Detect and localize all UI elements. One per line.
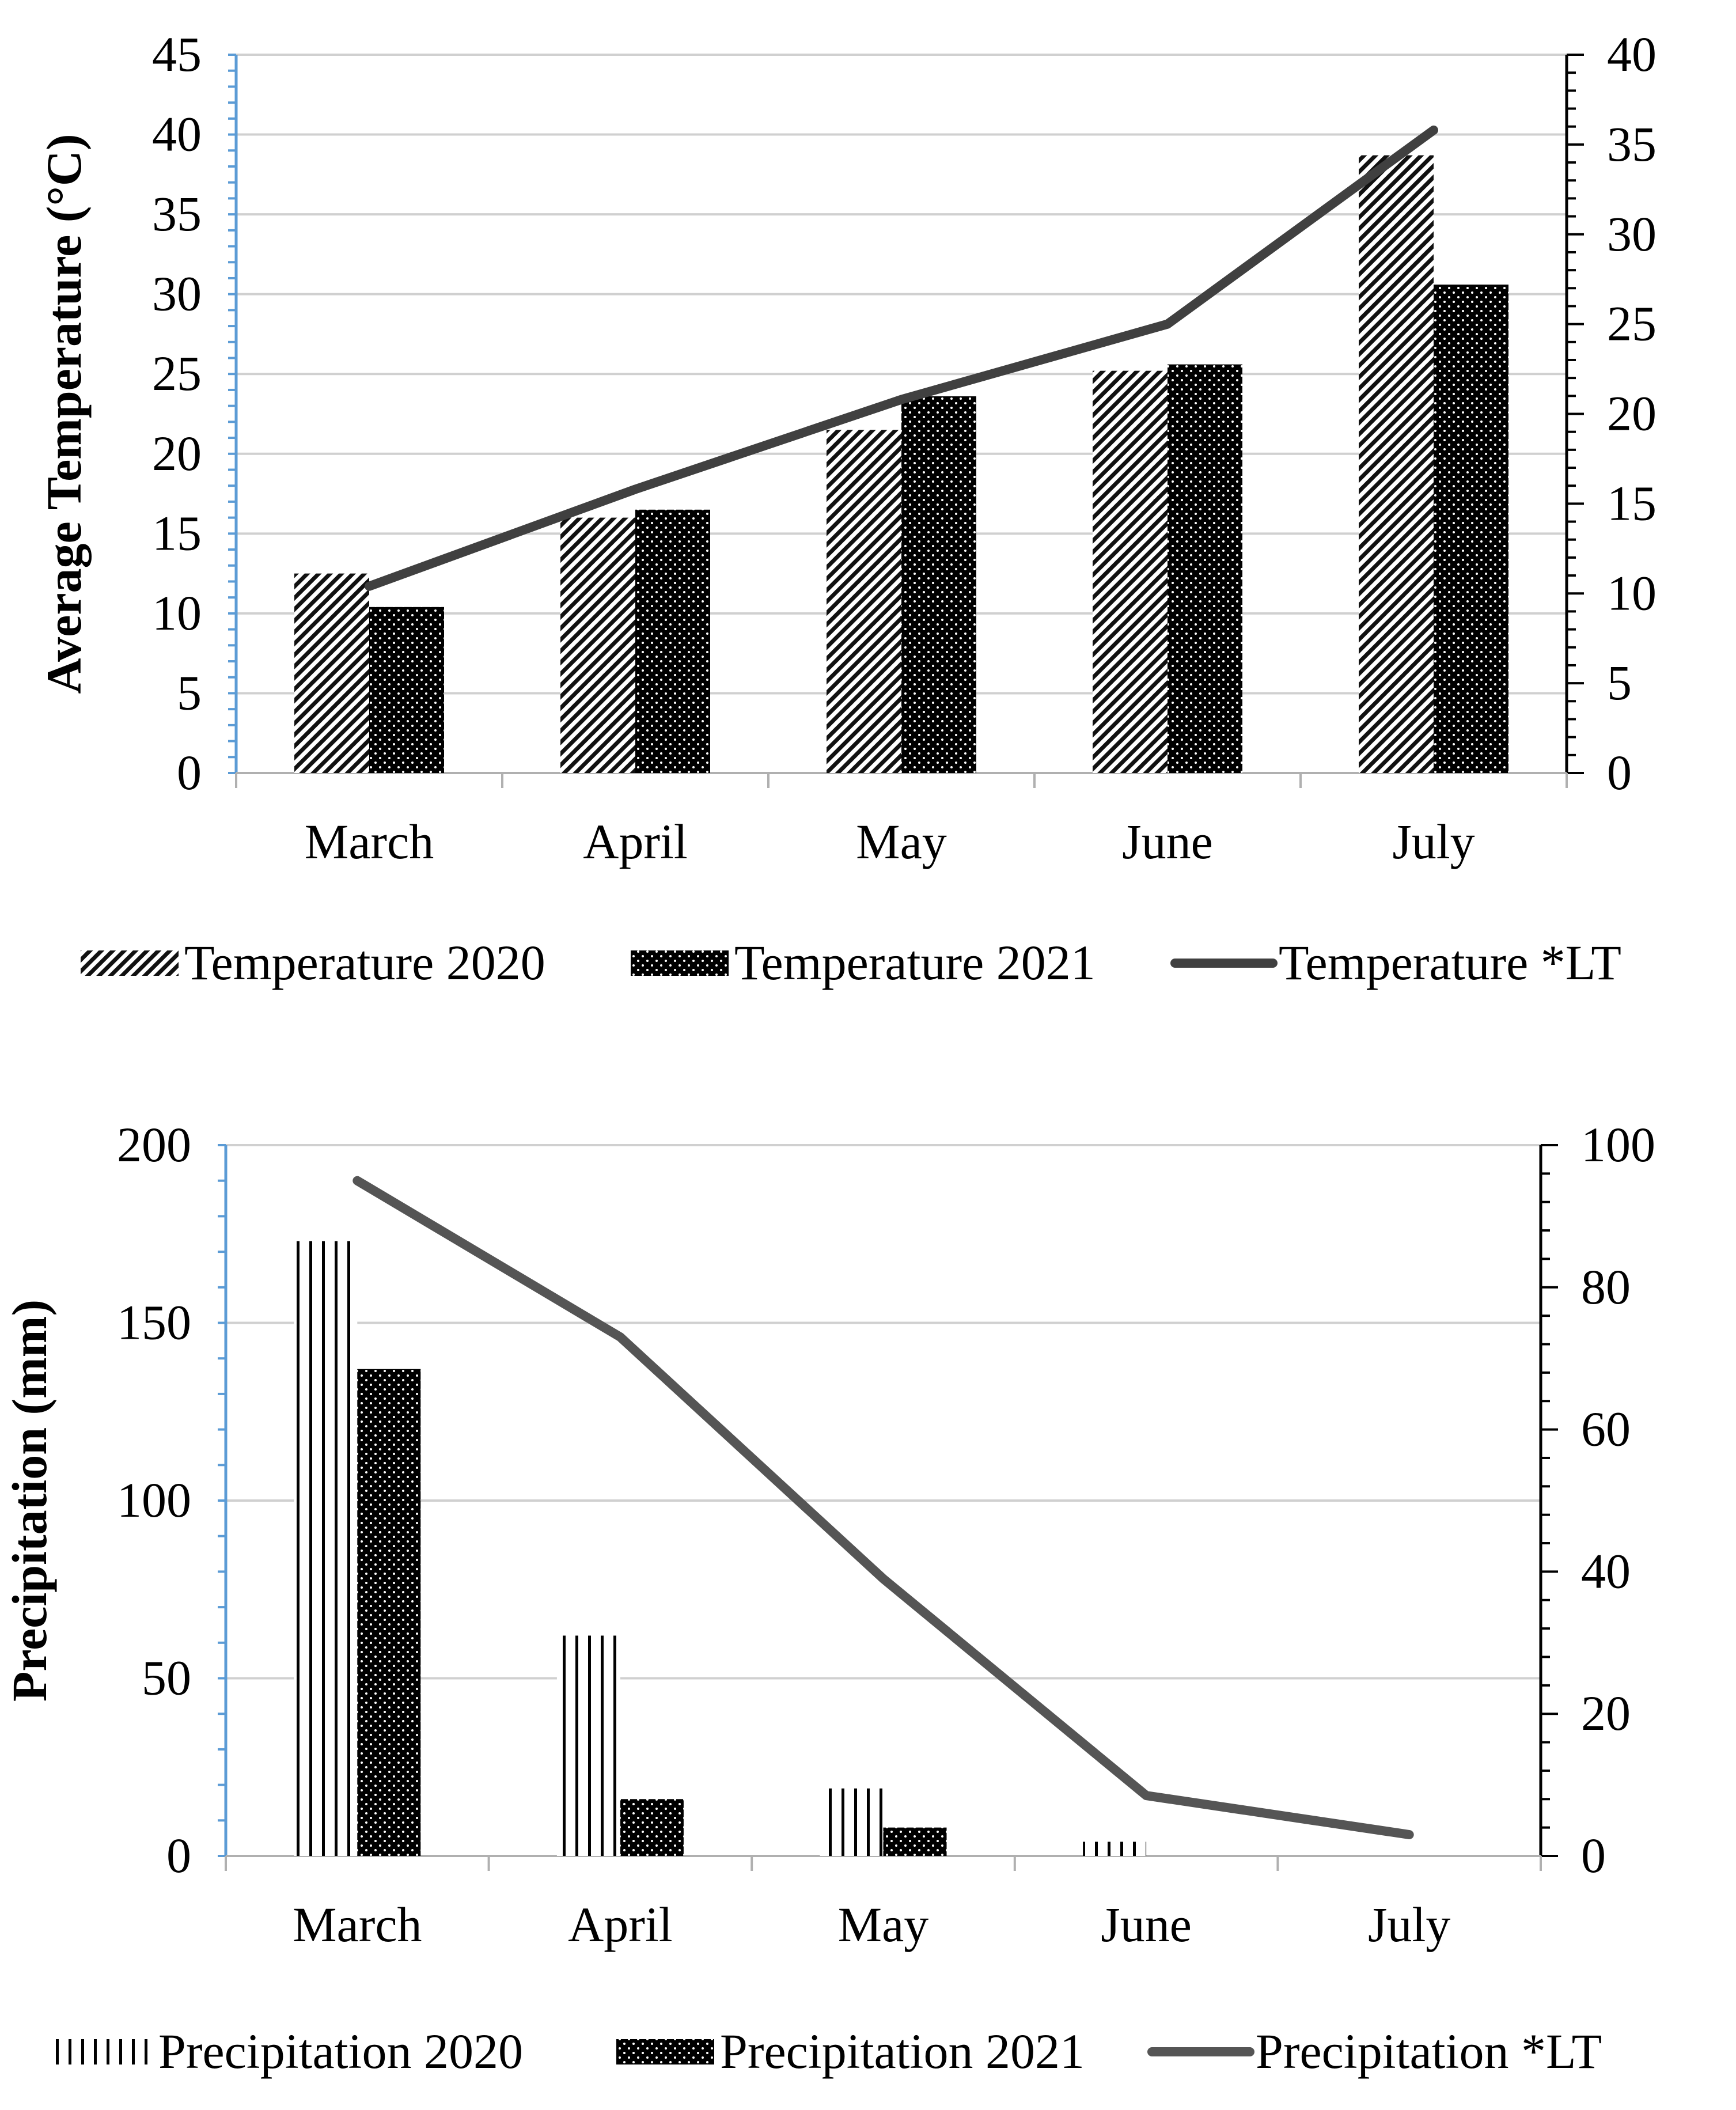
bar-temperature-2021 — [635, 509, 710, 773]
y-tick-label: 200 — [117, 1117, 191, 1172]
bar-precipitation-2021 — [620, 1799, 684, 1856]
legend-label: Precipitation *LT — [1256, 2024, 1602, 2079]
y2-tick-label: 25 — [1607, 296, 1657, 351]
precipitation-chart: 0 50 100 150 200 0 20 40 60 80 100 March April May Jun… — [2, 1117, 1655, 2079]
legend-label: Precipitation 2020 — [158, 2024, 523, 2079]
series-line — [352, 1176, 1414, 1839]
legend-label: Temperature *LT — [1279, 935, 1621, 990]
bar-precipitation-2021 — [883, 1827, 947, 1856]
y2-tick-label: 0 — [1581, 1828, 1606, 1883]
y2-tick-label: 40 — [1607, 26, 1657, 82]
bar-precipitation-2020 — [556, 1635, 620, 1856]
y-tick-label: 0 — [166, 1828, 191, 1883]
y-tick-label: 30 — [152, 266, 202, 321]
bar-precipitation-2020 — [1083, 1842, 1147, 1856]
legend-label: Precipitation 2021 — [720, 2024, 1085, 2079]
x-tick-label: June — [1122, 814, 1213, 869]
bar-temperature-2020 — [1093, 370, 1168, 773]
bar-temperature-2020 — [1359, 155, 1434, 774]
x-tick-label: July — [1392, 814, 1475, 869]
y-tick-label: 45 — [152, 26, 202, 82]
y-tick-label: 15 — [152, 505, 202, 560]
y-tick-label: 35 — [152, 186, 202, 241]
y2-tick-label: 30 — [1607, 206, 1657, 262]
bar-temperature-2021 — [1168, 364, 1242, 773]
y-tick-label: 100 — [117, 1472, 191, 1528]
bar-precipitation-2021 — [357, 1369, 421, 1856]
y2-tick-label: 10 — [1607, 565, 1657, 620]
y-axis-label: Average Temperature (°C) — [36, 134, 92, 694]
y2-tick-label: 20 — [1607, 386, 1657, 441]
legend-swatch — [55, 2039, 153, 2064]
bar-precipitation-2020 — [820, 1788, 884, 1856]
temperature-chart: 0 5 10 15 20 25 30 35 40 45 0 5 10 15 20 25 30 35 40 March A… — [36, 26, 1657, 990]
x-tick-label: April — [568, 1897, 673, 1952]
y-tick-label: 25 — [152, 346, 202, 401]
legend-swatch — [616, 2039, 714, 2064]
y-tick-label: 10 — [152, 585, 202, 641]
y2-tick-label: 5 — [1607, 655, 1632, 710]
y-tick-label: 40 — [152, 107, 202, 162]
y-tick-label: 150 — [117, 1295, 191, 1350]
x-tick-label: April — [583, 814, 688, 869]
legend-swatch — [631, 950, 729, 976]
x-tick-label: May — [838, 1897, 929, 1952]
y-tick-label: 20 — [152, 426, 202, 481]
y2-tick-label: 60 — [1581, 1401, 1631, 1457]
bar-temperature-2021 — [1434, 285, 1508, 773]
y-tick-label: 50 — [142, 1650, 191, 1706]
y2-tick-label: 100 — [1581, 1117, 1655, 1172]
y2-tick-label: 40 — [1581, 1543, 1631, 1598]
legend-label: Temperature 2020 — [184, 935, 545, 990]
legend-swatch — [81, 950, 179, 976]
y2-tick-label: 35 — [1607, 116, 1657, 172]
bar-temperature-2021 — [369, 607, 444, 773]
y-axis-label: Precipitation (mm) — [2, 1300, 57, 1702]
y2-tick-label: 80 — [1581, 1259, 1631, 1315]
y-tick-label: 5 — [177, 665, 202, 720]
y-tick-label: 0 — [177, 745, 202, 800]
bar-precipitation-2020 — [294, 1241, 358, 1856]
y2-tick-label: 20 — [1581, 1685, 1631, 1741]
series-line — [365, 125, 1438, 591]
x-tick-label: June — [1101, 1897, 1192, 1952]
legend-label: Temperature 2021 — [734, 935, 1096, 990]
x-tick-label: March — [293, 1897, 422, 1952]
x-tick-label: July — [1368, 1897, 1450, 1952]
x-tick-label: March — [305, 814, 434, 869]
y2-tick-label: 0 — [1607, 745, 1632, 800]
x-tick-label: May — [856, 814, 947, 869]
bar-temperature-2020 — [560, 517, 635, 773]
y2-tick-label: 15 — [1607, 475, 1657, 531]
bar-temperature-2020 — [294, 573, 369, 773]
bar-temperature-2020 — [827, 430, 901, 773]
bar-temperature-2021 — [901, 396, 976, 773]
